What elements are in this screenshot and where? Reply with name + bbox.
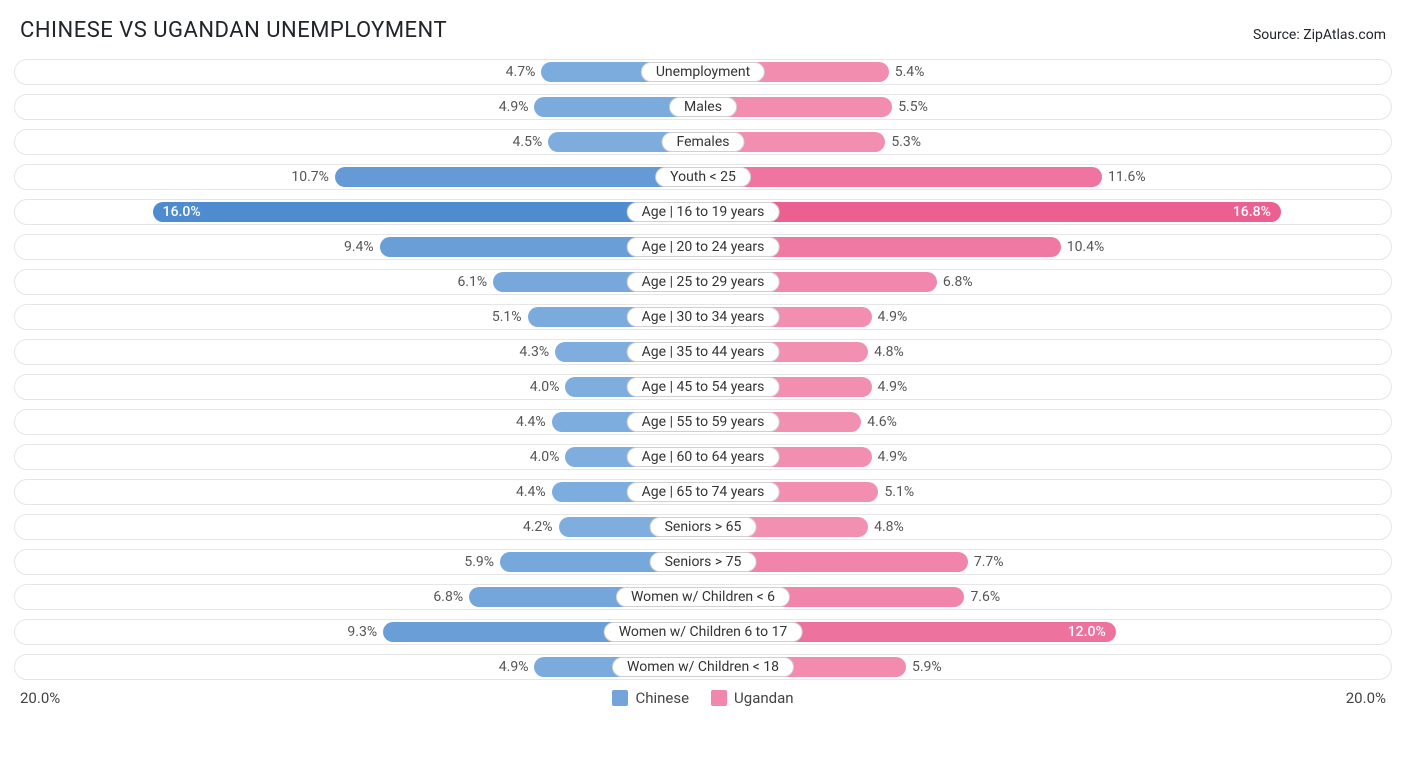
chart-header: CHINESE VS UGANDAN UNEMPLOYMENT Source: … xyxy=(14,18,1392,43)
row-label: Seniors > 65 xyxy=(650,517,757,537)
legend-swatch-left xyxy=(612,690,628,706)
value-left: 4.4% xyxy=(516,484,552,500)
chart-row: 4.0% 4.9% Age | 60 to 64 years xyxy=(14,444,1392,470)
chart-row: 4.4% 4.6% Age | 55 to 59 years xyxy=(14,409,1392,435)
value-right: 4.9% xyxy=(872,449,908,465)
row-label: Age | 45 to 54 years xyxy=(627,377,780,397)
row-label: Males xyxy=(669,97,737,117)
row-label: Age | 65 to 74 years xyxy=(627,482,780,502)
value-left: 9.4% xyxy=(344,239,380,255)
value-right: 7.6% xyxy=(964,589,1000,605)
row-label: Seniors > 75 xyxy=(650,552,757,572)
value-right: 4.8% xyxy=(868,344,904,360)
chart-row: 4.4% 5.1% Age | 65 to 74 years xyxy=(14,479,1392,505)
legend-item-left: Chinese xyxy=(612,689,689,707)
value-right: 6.8% xyxy=(937,274,973,290)
row-label: Age | 55 to 59 years xyxy=(627,412,780,432)
row-label: Age | 16 to 19 years xyxy=(627,202,780,222)
value-right: 12.0% xyxy=(1058,624,1116,640)
legend-swatch-right xyxy=(711,690,727,706)
value-left: 4.9% xyxy=(499,659,535,675)
value-right: 5.9% xyxy=(906,659,942,675)
value-right: 4.9% xyxy=(872,309,908,325)
value-right: 5.5% xyxy=(892,99,928,115)
row-label: Age | 20 to 24 years xyxy=(627,237,780,257)
chart-row: 6.1% 6.8% Age | 25 to 29 years xyxy=(14,269,1392,295)
value-left: 4.7% xyxy=(506,64,542,80)
bar-left: 16.0% xyxy=(153,202,703,222)
legend: Chinese Ugandan xyxy=(612,689,793,707)
row-label: Youth < 25 xyxy=(655,167,751,187)
value-left: 5.9% xyxy=(464,554,500,570)
chart-row: 9.3% 12.0% Women w/ Children 6 to 17 xyxy=(14,619,1392,645)
chart-row: 4.5% 5.3% Females xyxy=(14,129,1392,155)
value-left: 6.1% xyxy=(457,274,493,290)
value-right: 5.3% xyxy=(885,134,921,150)
chart-row: 4.0% 4.9% Age | 45 to 54 years xyxy=(14,374,1392,400)
value-left: 5.1% xyxy=(492,309,528,325)
value-left: 4.9% xyxy=(499,99,535,115)
value-left: 10.7% xyxy=(291,169,335,185)
chart-row: 4.9% 5.5% Males xyxy=(14,94,1392,120)
chart-row: 9.4% 10.4% Age | 20 to 24 years xyxy=(14,234,1392,260)
chart-footer: 20.0% Chinese Ugandan 20.0% xyxy=(14,689,1392,707)
diverging-bar-chart: 4.7% 5.4% Unemployment 4.9% 5.5% Males 4.5% 5.3… xyxy=(14,59,1392,680)
value-left: 4.4% xyxy=(516,414,552,430)
row-label: Age | 35 to 44 years xyxy=(627,342,780,362)
chart-row: 5.9% 7.7% Seniors > 75 xyxy=(14,549,1392,575)
value-right: 16.8% xyxy=(1223,204,1281,220)
chart-row: 4.9% 5.9% Women w/ Children < 18 xyxy=(14,654,1392,680)
chart-title: CHINESE VS UGANDAN UNEMPLOYMENT xyxy=(20,18,447,43)
row-label: Women w/ Children < 18 xyxy=(612,657,794,677)
value-right: 4.6% xyxy=(861,414,897,430)
row-label: Women w/ Children 6 to 17 xyxy=(604,622,803,642)
chart-source: Source: ZipAtlas.com xyxy=(1253,27,1386,43)
value-right: 5.4% xyxy=(889,64,925,80)
bar-right: 16.8% xyxy=(703,202,1281,222)
value-right: 4.8% xyxy=(868,519,904,535)
chart-row: 16.0% 16.8% Age | 16 to 19 years xyxy=(14,199,1392,225)
value-left: 4.2% xyxy=(523,519,559,535)
row-label: Age | 30 to 34 years xyxy=(627,307,780,327)
bar-right xyxy=(703,167,1102,187)
value-right: 7.7% xyxy=(968,554,1004,570)
legend-label-right: Ugandan xyxy=(734,689,794,707)
value-right: 4.9% xyxy=(872,379,908,395)
axis-left-max: 20.0% xyxy=(20,689,60,707)
value-left: 4.3% xyxy=(519,344,555,360)
value-left: 16.0% xyxy=(153,204,211,220)
chart-row: 4.3% 4.8% Age | 35 to 44 years xyxy=(14,339,1392,365)
row-label: Unemployment xyxy=(641,62,765,82)
value-right: 11.6% xyxy=(1102,169,1146,185)
value-left: 4.0% xyxy=(530,379,566,395)
chart-row: 6.8% 7.6% Women w/ Children < 6 xyxy=(14,584,1392,610)
value-right: 5.1% xyxy=(878,484,914,500)
value-left: 9.3% xyxy=(347,624,383,640)
row-label: Women w/ Children < 6 xyxy=(616,587,790,607)
row-label: Age | 60 to 64 years xyxy=(627,447,780,467)
legend-label-left: Chinese xyxy=(635,689,689,707)
value-left: 6.8% xyxy=(433,589,469,605)
axis-right-max: 20.0% xyxy=(1346,689,1386,707)
bar-left xyxy=(335,167,703,187)
row-label: Age | 25 to 29 years xyxy=(627,272,780,292)
chart-row: 10.7% 11.6% Youth < 25 xyxy=(14,164,1392,190)
value-left: 4.0% xyxy=(530,449,566,465)
legend-item-right: Ugandan xyxy=(711,689,794,707)
chart-row: 4.7% 5.4% Unemployment xyxy=(14,59,1392,85)
chart-row: 5.1% 4.9% Age | 30 to 34 years xyxy=(14,304,1392,330)
chart-row: 4.2% 4.8% Seniors > 65 xyxy=(14,514,1392,540)
value-right: 10.4% xyxy=(1061,239,1105,255)
value-left: 4.5% xyxy=(513,134,549,150)
row-label: Females xyxy=(662,132,745,152)
